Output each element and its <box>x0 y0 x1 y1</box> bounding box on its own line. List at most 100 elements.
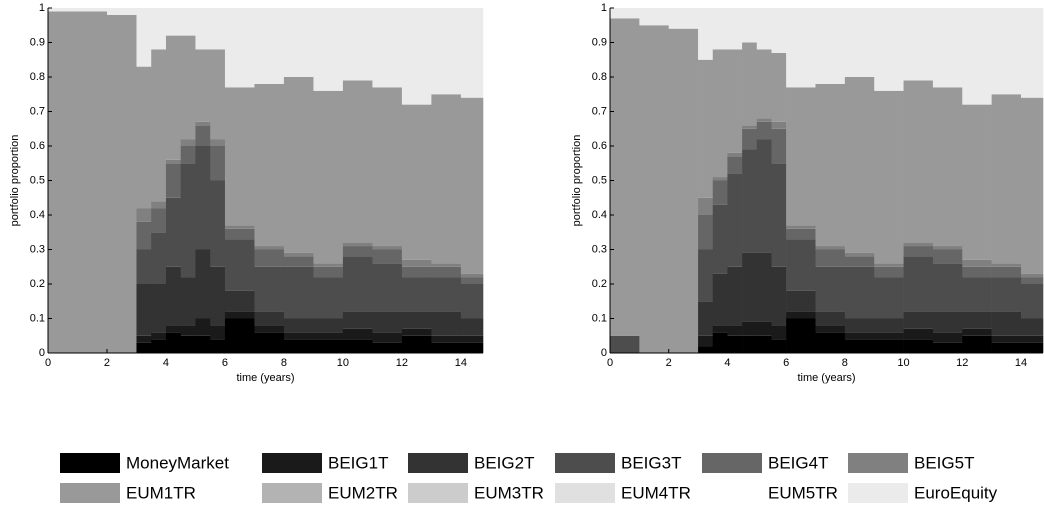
area-segment <box>962 266 992 278</box>
area-segment <box>136 208 152 222</box>
legend-swatch <box>848 453 908 473</box>
area-segment <box>712 273 728 326</box>
area-segment <box>342 242 373 247</box>
area-segment <box>786 228 816 240</box>
area-segment <box>313 8 344 91</box>
y-tick-label: 0 <box>601 347 607 359</box>
legend-label: EuroEquity <box>914 483 998 502</box>
area-segment <box>165 266 182 326</box>
area-segment <box>712 204 728 274</box>
y-tick-label: 0 <box>39 347 45 359</box>
area-segment <box>372 332 403 343</box>
area-segment <box>431 277 462 312</box>
area-segment <box>431 263 462 267</box>
area-segment <box>698 197 714 215</box>
area-segment <box>342 256 373 312</box>
area-segment <box>698 215 714 250</box>
area-segment <box>431 266 462 278</box>
x-tick-label: 10 <box>897 357 909 369</box>
area-segment <box>372 87 403 247</box>
legend-swatch <box>848 483 908 503</box>
area-segment <box>151 208 167 233</box>
y-tick-label: 0.1 <box>30 312 45 324</box>
y-tick-label: 0.9 <box>30 36 45 48</box>
area-segment <box>460 318 484 336</box>
area-segment <box>210 266 226 326</box>
area-segment <box>180 8 196 36</box>
area-segment <box>903 311 934 329</box>
area-segment <box>815 249 846 267</box>
area-segment <box>786 87 816 226</box>
area-segment <box>742 125 758 129</box>
area-segment <box>210 339 226 353</box>
area-segment <box>771 339 787 353</box>
area-segment <box>224 311 255 319</box>
area-segment <box>165 159 182 164</box>
area-segment <box>727 335 743 353</box>
x-tick-label: 14 <box>1015 357 1027 369</box>
area-segment <box>165 197 182 267</box>
area-segment <box>151 339 167 353</box>
area-segment <box>151 8 167 50</box>
y-tick-label: 1 <box>601 2 607 14</box>
area-segment <box>844 8 875 77</box>
area-segment <box>254 249 285 267</box>
area-segment <box>610 335 640 353</box>
area-segment <box>844 332 875 340</box>
area-segment <box>460 335 484 343</box>
area-segment <box>1020 284 1044 319</box>
area-segment <box>962 277 992 312</box>
area-segment <box>48 11 78 353</box>
area-segment <box>165 325 182 333</box>
area-segment <box>698 8 714 60</box>
area-segment <box>874 266 904 278</box>
area-segment <box>372 342 403 353</box>
area-segment <box>815 8 846 84</box>
area-segment <box>224 8 255 88</box>
area-segment <box>224 228 255 240</box>
area-segment <box>815 325 846 333</box>
area-segment <box>903 339 934 353</box>
area-segment <box>962 259 992 267</box>
area-segment <box>932 263 963 312</box>
legend-swatch <box>60 453 120 473</box>
y-tick-label: 0.6 <box>592 140 607 152</box>
area-segment <box>742 252 758 322</box>
area-segment <box>932 332 963 343</box>
area-segment <box>401 277 432 312</box>
area-segment <box>151 201 167 209</box>
area-segment <box>151 49 167 202</box>
area-segment <box>844 77 875 253</box>
area-segment <box>610 18 640 336</box>
legend-label: BEIG4T <box>768 453 828 472</box>
y-tick-label: 0.7 <box>30 105 45 117</box>
y-axis-label: portfolio proportion <box>9 135 21 227</box>
area-segment <box>224 87 255 226</box>
area-segment <box>283 266 314 319</box>
area-segment <box>786 239 816 291</box>
x-tick-label: 6 <box>222 357 228 369</box>
area-segment <box>727 8 743 50</box>
area-segment <box>1020 318 1044 336</box>
y-tick-label: 0.3 <box>592 243 607 255</box>
y-tick-label: 0.2 <box>30 278 45 290</box>
area-segment <box>712 180 728 205</box>
area-segment <box>460 97 484 274</box>
area-segment <box>874 339 904 353</box>
area-segment <box>254 83 285 247</box>
area-segment <box>401 311 432 329</box>
area-segment <box>210 180 226 267</box>
area-segment <box>313 318 344 333</box>
area-segment <box>786 290 816 312</box>
x-axis-label: time (years) <box>797 372 855 384</box>
y-tick-label: 0.5 <box>30 174 45 186</box>
area-segment <box>180 277 196 326</box>
area-segment <box>844 339 875 353</box>
area-segment <box>727 173 743 267</box>
area-segment <box>903 80 934 243</box>
area-segment <box>668 8 699 29</box>
area-segment <box>254 311 285 326</box>
area-segment <box>756 121 772 140</box>
y-tick-label: 0.1 <box>592 312 607 324</box>
area-segment <box>460 342 484 353</box>
